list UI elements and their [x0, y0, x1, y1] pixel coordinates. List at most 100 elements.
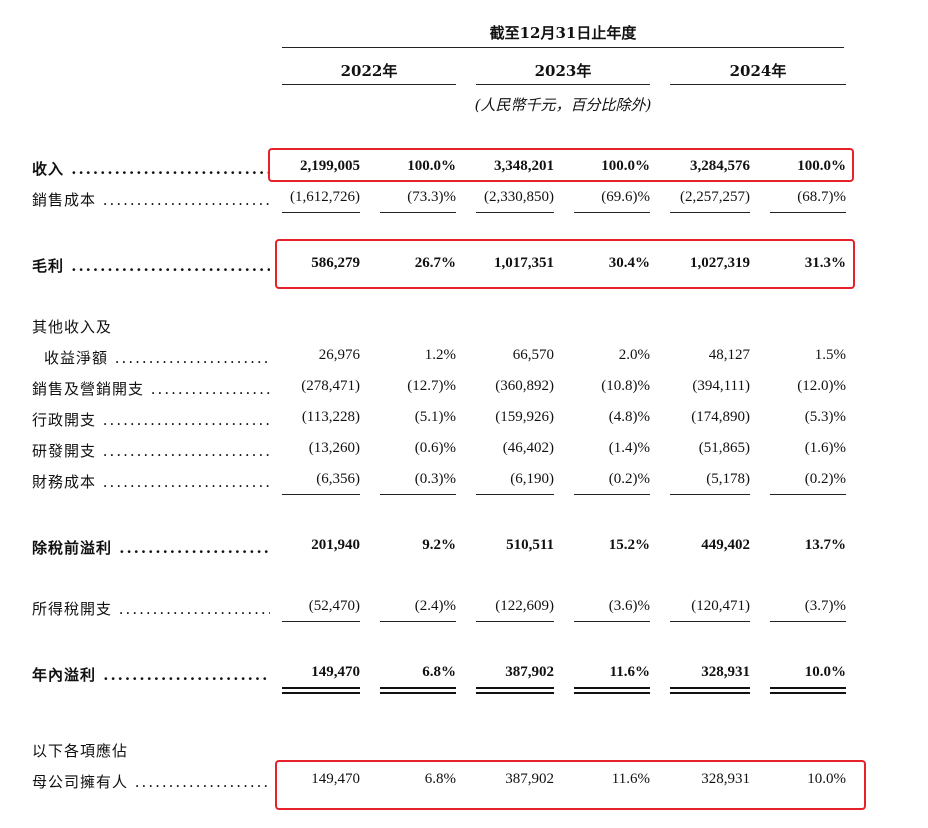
table-cell: 510,511: [506, 537, 554, 553]
row-label-text: 財務成本: [32, 473, 97, 491]
subtotal-rule: [282, 212, 360, 213]
table-cell: (12.0)%: [797, 378, 846, 394]
table-cell: (1.4)%: [608, 440, 650, 456]
table-row: 收入 .....................................…: [0, 158, 928, 180]
row-label: 收益淨額 ...................................…: [44, 347, 270, 368]
row-label-text: 所得稅開支: [32, 600, 113, 618]
total-double-rule: [380, 687, 456, 689]
row-label: 銷售成本 ...................................…: [32, 189, 270, 210]
row-label: 財務成本 ...................................…: [32, 471, 270, 492]
row-label-text: 研發開支: [32, 442, 97, 460]
table-cell: 13.7%: [804, 537, 846, 553]
leader-dots: ........................................: [134, 773, 270, 791]
table-cell: 3,348,201: [494, 158, 554, 174]
table-cell: (120,471): [691, 598, 750, 614]
table-cell: 100.0%: [797, 158, 846, 174]
period-heading: 截至12月31日止年度: [489, 24, 637, 42]
year-2024: 2024年: [729, 62, 787, 80]
leader-dots: ........................................: [118, 600, 270, 618]
row-label: 其他收入及: [32, 316, 270, 337]
leader-dots: ........................................: [71, 257, 270, 275]
table-cell: (1,612,726): [290, 189, 360, 205]
row-label: 銷售及營銷開支 ................................…: [32, 378, 270, 399]
table-cell: (5,178): [706, 471, 750, 487]
row-label: 除稅前溢利 ..................................…: [32, 537, 270, 558]
table-row: 毛利 .....................................…: [0, 255, 928, 277]
highlight-revenue: [268, 148, 854, 182]
row-label-text: 收入: [32, 160, 65, 178]
table-cell: (3.6)%: [608, 598, 650, 614]
leader-dots: ........................................: [119, 539, 270, 557]
table-cell: 387,902: [505, 771, 554, 787]
year-2023: 2023年: [534, 62, 592, 80]
table-cell: (394,111): [692, 378, 750, 394]
leader-dots: ........................................: [71, 160, 270, 178]
row-label-text: 除稅前溢利: [32, 539, 113, 557]
row-label: 研發開支 ...................................…: [32, 440, 270, 461]
table-cell: 6.8%: [424, 771, 456, 787]
leader-dots: ........................................: [150, 380, 270, 398]
table-cell: 6.8%: [422, 664, 456, 680]
table-row: 母公司擁有人 .................................…: [0, 771, 928, 793]
subtotal-rule: [574, 494, 650, 495]
table-cell: (122,609): [495, 598, 554, 614]
total-double-rule: [670, 692, 750, 694]
subtotal-rule: [282, 494, 360, 495]
row-label: 年內溢利 ...................................…: [32, 664, 270, 685]
table-row: 收益淨額 ...................................…: [0, 347, 928, 369]
total-double-rule: [770, 687, 846, 689]
table-cell: 2.0%: [618, 347, 650, 363]
leader-dots: ........................................: [114, 349, 270, 367]
subtotal-rule: [670, 494, 750, 495]
table-cell: (5.3)%: [804, 409, 846, 425]
row-label-text: 毛利: [32, 257, 65, 275]
table-cell: (0.2)%: [804, 471, 846, 487]
year-rule-2024: [670, 84, 846, 85]
subtotal-rule: [770, 621, 846, 622]
table-cell: (360,892): [495, 378, 554, 394]
subtotal-rule: [282, 621, 360, 622]
subtotal-rule: [380, 494, 456, 495]
table-cell: (12.7)%: [407, 378, 456, 394]
table-cell: 66,570: [512, 347, 554, 363]
row-label-text: 收益淨額: [44, 349, 109, 367]
row-label: 毛利 .....................................…: [32, 255, 270, 276]
subtotal-rule: [770, 212, 846, 213]
highlight-gross-profit: [275, 239, 855, 289]
table-cell: 11.6%: [611, 771, 650, 787]
subtotal-rule: [380, 621, 456, 622]
leader-dots: ........................................: [103, 666, 270, 684]
table-cell: (2,330,850): [484, 189, 554, 205]
total-double-rule: [574, 687, 650, 689]
table-cell: 30.4%: [608, 255, 650, 271]
table-cell: 149,470: [311, 664, 360, 680]
table-cell: (113,228): [301, 409, 360, 425]
table-cell: 15.2%: [608, 537, 650, 553]
total-double-rule: [670, 687, 750, 689]
row-label: 所得稅開支 ..................................…: [32, 598, 270, 619]
table-cell: 149,470: [311, 771, 360, 787]
subtotal-rule: [770, 494, 846, 495]
table-cell: 1.2%: [424, 347, 456, 363]
table-cell: (0.2)%: [608, 471, 650, 487]
table-cell: 3,284,576: [690, 158, 750, 174]
table-cell: 2,199,005: [300, 158, 360, 174]
table-cell: (2,257,257): [680, 189, 750, 205]
table-row: 所得稅開支 ..................................…: [0, 598, 928, 620]
total-double-rule: [476, 687, 554, 689]
leader-dots: ........................................: [102, 191, 270, 209]
table-cell: 26.7%: [414, 255, 456, 271]
table-cell: 9.2%: [422, 537, 456, 553]
highlight-owners: [275, 760, 866, 810]
total-double-rule: [282, 692, 360, 694]
year-rule-2023: [476, 84, 650, 85]
table-cell: 201,940: [311, 537, 360, 553]
total-double-rule: [574, 692, 650, 694]
table-cell: (6,356): [316, 471, 360, 487]
row-label: 收入 .....................................…: [32, 158, 270, 179]
table-cell: 100.0%: [407, 158, 456, 174]
table-cell: 26,976: [318, 347, 360, 363]
row-label: 母公司擁有人 .................................…: [32, 771, 270, 792]
total-double-rule: [282, 687, 360, 689]
subtotal-rule: [670, 212, 750, 213]
